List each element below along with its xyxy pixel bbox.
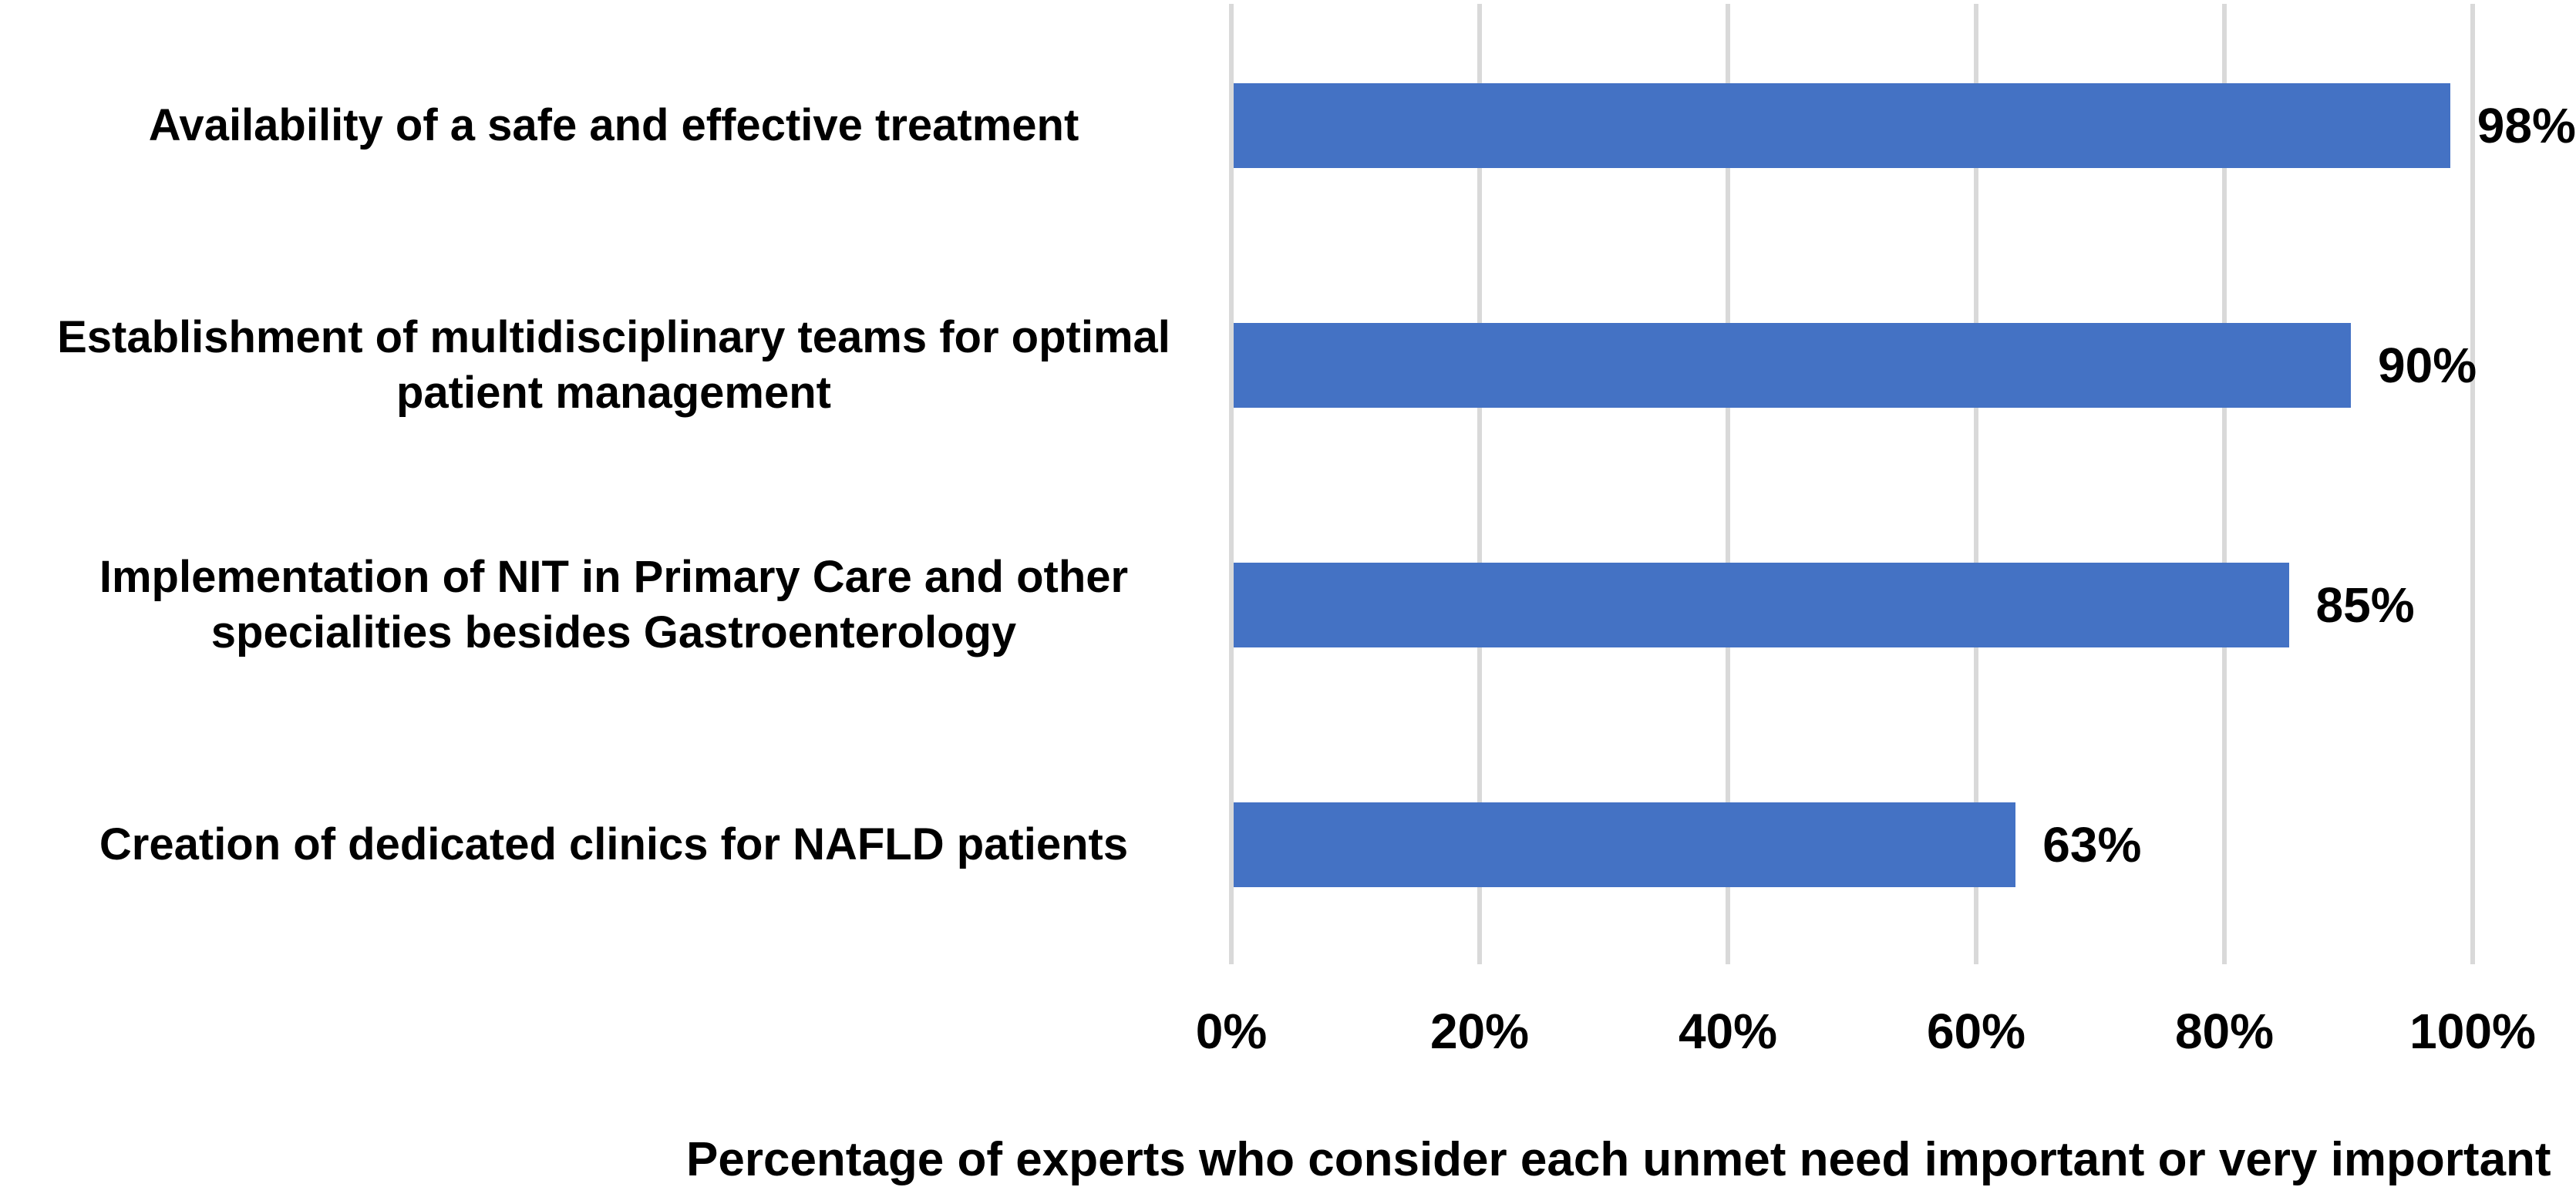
value-label: 90% [2378,338,2477,393]
gridline [1726,4,1730,964]
x-tick-label: 100% [2409,1004,2536,1059]
x-tick-label: 20% [1429,1004,1530,1059]
x-tick-label: 0% [1195,1004,1268,1059]
category-label: Availability of a safe and effective tre… [148,100,1079,150]
bar [1234,323,2351,408]
gridline [2222,4,2227,964]
x-tick-label: 40% [1678,1004,1778,1059]
x-tick-label: 60% [1926,1004,2026,1059]
bar [1234,802,2016,887]
gridline [1974,4,1978,964]
gridline [1477,4,1482,964]
value-label: 98% [2477,98,2576,153]
bar [1234,563,2289,647]
x-tick-label: 80% [2174,1004,2275,1059]
category-label: Establishment of multidisciplinary teams… [57,312,1170,418]
category-label: Implementation of NIT in Primary Care an… [99,552,1129,657]
bar [1234,83,2450,168]
gridline [2470,4,2475,964]
gridline [1229,4,1234,964]
value-label: 85% [2315,577,2415,633]
category-label: Creation of dedicated clinics for NAFLD … [99,819,1129,869]
x-axis-title: Percentage of experts who consider each … [686,1133,2551,1186]
value-label: 63% [2042,817,2142,873]
plot-area [1229,4,2475,964]
